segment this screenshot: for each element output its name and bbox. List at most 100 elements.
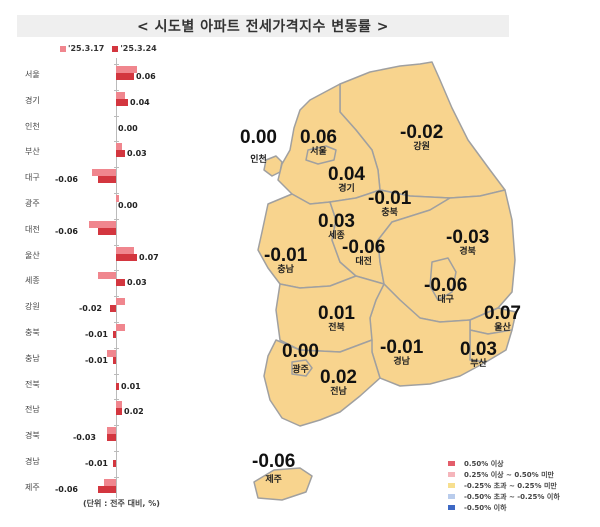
bar-value-label: -0.01 xyxy=(84,330,108,339)
bar-row: 광주 0.00 xyxy=(0,193,180,221)
map-label-jeju: -0.06 제주 xyxy=(252,452,295,486)
bar-region-label: 경남 xyxy=(25,457,40,466)
bar-prev xyxy=(116,246,134,254)
unit-note: (단위 : 전주 대비, %) xyxy=(83,499,160,508)
map-name-chungbuk: 충북 xyxy=(381,208,398,218)
map-name-ulsan: 울산 xyxy=(494,323,511,333)
bar-legend: '25.3.17 '25.3.24 xyxy=(60,44,157,53)
bar-prev xyxy=(116,298,125,306)
axis-tick xyxy=(114,64,119,65)
bar-region-label: 부산 xyxy=(25,147,40,157)
map-name-daegu: 대구 xyxy=(437,295,454,305)
bar-region-label: 충남 xyxy=(25,353,40,363)
legend-swatch xyxy=(448,472,455,477)
bar-region-label: 경북 xyxy=(25,431,40,441)
map-value-gyeongbuk: -0.03 xyxy=(446,227,490,248)
bar-value-label: -0.06 xyxy=(54,484,78,494)
bar-value-label: 0.03 xyxy=(127,149,147,159)
legend-swatch xyxy=(448,461,455,466)
bar-row: 경북 -0.03 xyxy=(0,425,180,453)
axis-tick xyxy=(114,218,119,220)
map-label-daejeon: -0.06 대전 xyxy=(342,238,385,268)
bar-row: 충남 -0.01 xyxy=(0,347,180,376)
map-legend-item: -0.50% 초과 ~ -0.25% 이하 xyxy=(448,491,560,502)
bar-cur xyxy=(116,253,137,261)
bar-value-label: 0.00 xyxy=(118,201,138,210)
legend-label: -0.50% 이하 xyxy=(464,503,507,512)
bar-prev xyxy=(116,91,125,99)
map-name-sejong: 세종 xyxy=(328,231,345,241)
bar-cur xyxy=(116,150,125,158)
bar-cur xyxy=(98,176,116,184)
bar-prev xyxy=(116,195,119,202)
map-legend-item: 0.50% 이상 xyxy=(448,458,560,469)
bar-value-label: 0.02 xyxy=(124,407,144,417)
map-value-chungbuk: -0.01 xyxy=(368,188,412,209)
bar-region-label: 충북 xyxy=(25,328,40,337)
legend-item-prev: '25.3.17 xyxy=(60,44,104,53)
bar-value-label: 0.03 xyxy=(127,278,147,288)
legend-swatch-prev xyxy=(60,45,66,52)
map-name-jeonbuk: 전북 xyxy=(328,323,345,333)
bar-region-label: 대구 xyxy=(25,173,40,183)
map-value-chungnam: -0.01 xyxy=(264,245,308,266)
bar-value-label: -0.06 xyxy=(54,226,78,236)
map-legend: 0.50% 이상 0.25% 이상 ~ 0.50% 미만 -0.25% 초과 ~ 0… xyxy=(448,458,560,513)
map-label-incheon: 0.00 인천 xyxy=(240,128,277,166)
legend-swatch xyxy=(448,494,455,499)
map-legend-item: 0.25% 이상 ~ 0.50% 미만 xyxy=(448,469,560,480)
bar-region-label: 인천 xyxy=(25,121,40,131)
map-value-seoul: 0.06 xyxy=(300,127,337,148)
map-label-gangwon: -0.02 강원 xyxy=(400,123,443,153)
map-name-jeonnam: 전남 xyxy=(330,387,347,397)
bar-region-label: 전북 xyxy=(25,379,40,389)
bar-value-label: 0.04 xyxy=(130,97,150,107)
map-name-jeju: 제주 xyxy=(265,475,282,485)
axis-tick xyxy=(114,244,119,246)
map-name-incheon: 인천 xyxy=(250,155,267,165)
axis-tick xyxy=(114,193,119,194)
bar-cur xyxy=(116,279,125,287)
map-label-gyeongbuk: -0.03 경북 xyxy=(446,228,489,258)
map-value-incheon: 0.00 xyxy=(240,127,277,148)
legend-label: -0.50% 초과 ~ -0.25% 이하 xyxy=(464,492,560,501)
bar-value-label: -0.01 xyxy=(84,459,108,468)
bar-value-label: -0.06 xyxy=(54,175,78,185)
bar-cur xyxy=(107,434,116,442)
bar-value-label: -0.02 xyxy=(78,304,102,314)
map-value-busan: 0.03 xyxy=(460,339,497,360)
map-name-seoul: 서울 xyxy=(310,147,327,157)
bar-row: 세종 0.03 xyxy=(0,270,180,298)
bar-region-label: 강원 xyxy=(25,302,40,312)
axis-tick xyxy=(114,322,119,323)
legend-swatch-cur xyxy=(112,45,119,52)
bar-region-label: 대전 xyxy=(25,224,40,234)
bar-row: 대전 -0.06 xyxy=(0,218,180,247)
bar-cur xyxy=(113,460,116,467)
axis-tick xyxy=(114,451,119,452)
legend-label-cur: '25.3.24 xyxy=(120,44,157,53)
map-name-gyeongbuk: 경북 xyxy=(459,247,476,257)
legend-item-cur: '25.3.24 xyxy=(112,44,157,53)
bar-row: 서울 0.06 xyxy=(0,64,180,92)
bar-row: 충북 -0.01 xyxy=(0,322,180,350)
axis-tick xyxy=(114,115,119,117)
map-value-ulsan: 0.07 xyxy=(484,303,521,324)
bar-prev xyxy=(107,427,116,435)
bar-region-label: 광주 xyxy=(25,199,40,208)
bar-prev xyxy=(104,478,116,486)
bar-region-label: 세종 xyxy=(25,276,40,286)
bar-cur xyxy=(98,485,116,493)
bar-row: 전북 0.01 xyxy=(0,373,180,402)
axis-tick xyxy=(114,347,119,349)
bar-value-label: -0.01 xyxy=(84,355,108,365)
map-label-gwangju: 0.00 광주 xyxy=(282,342,319,376)
axis-tick xyxy=(114,373,119,375)
bar-region-label: 경기 xyxy=(25,95,40,105)
bar-row: 부산 0.03 xyxy=(0,141,180,169)
bar-cur xyxy=(116,382,119,390)
bar-prev xyxy=(89,220,116,228)
bar-row: 전남 0.02 xyxy=(0,399,180,427)
bar-cur xyxy=(116,408,122,416)
map-label-seoul: 0.06 서울 xyxy=(300,128,337,158)
